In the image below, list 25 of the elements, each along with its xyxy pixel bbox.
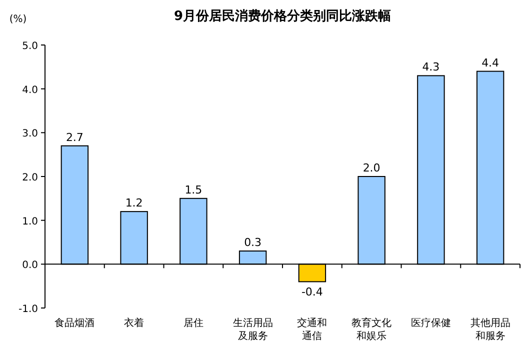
x-tick-label: 生活用品及服务 xyxy=(232,318,274,343)
x-tick-label: 食品烟酒 xyxy=(54,318,96,330)
data-label: 1.2 xyxy=(125,196,143,210)
chart-title: 9月份居民消费价格分类别同比涨跌幅 xyxy=(174,9,392,24)
y-tick-label: 5.0 xyxy=(22,41,38,52)
data-label: 1.5 xyxy=(184,183,202,196)
data-label: 4.3 xyxy=(422,60,440,74)
y-tick-label: 1.0 xyxy=(22,216,38,228)
x-tick-label: 其他用品和服务 xyxy=(469,318,512,343)
data-label: 4.4 xyxy=(482,56,500,70)
y-tick-label: 4.0 xyxy=(22,84,38,96)
data-label: 2.0 xyxy=(362,162,380,174)
x-tick-label: 教育文化和娱乐 xyxy=(350,318,393,343)
data-label: 0.3 xyxy=(244,236,262,250)
data-label: 2.7 xyxy=(66,130,84,144)
y-tick-label: 0.0 xyxy=(22,260,38,272)
y-tick-label: 2.0 xyxy=(22,172,38,184)
x-tick-label: 居住 xyxy=(182,318,204,330)
x-tick-label: 交通和通信 xyxy=(296,318,328,343)
y-tick-label: -1.0 xyxy=(18,304,38,315)
data-label: -0.4 xyxy=(301,286,323,299)
y-tick-label: 3.0 xyxy=(22,128,38,140)
y-axis-title: (%) xyxy=(9,14,27,25)
x-tick-label: 医疗保健 xyxy=(410,318,452,330)
x-tick-label: 衣着 xyxy=(123,318,146,330)
